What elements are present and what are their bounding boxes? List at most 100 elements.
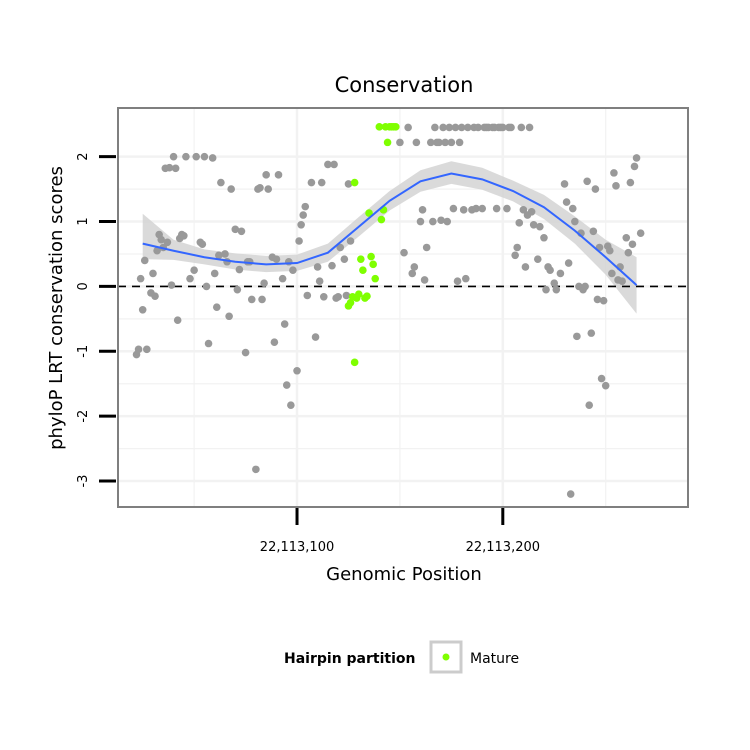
panel-background [118, 108, 688, 507]
data-point [180, 232, 188, 240]
data-point [143, 345, 151, 354]
x-axis: 22,113,100 22,113,200 [260, 508, 540, 555]
data-point [550, 279, 559, 287]
data-point [210, 269, 219, 278]
data-point [587, 329, 596, 337]
data-point [499, 123, 507, 132]
data-point-mature [391, 123, 400, 131]
data-point [560, 180, 569, 188]
data-point [330, 160, 338, 169]
data-point [556, 269, 565, 278]
data-point [396, 138, 404, 147]
data-point [295, 237, 303, 245]
y-tick-label: 2 [76, 153, 91, 161]
data-point [443, 217, 452, 226]
data-point [571, 217, 579, 226]
y-tick-label: 1 [76, 217, 91, 225]
data-point [336, 243, 345, 252]
data-point-mature [381, 123, 390, 131]
data-point [597, 374, 606, 383]
data-point [247, 295, 256, 304]
confidence-band [142, 161, 637, 314]
data-point [628, 240, 637, 249]
data-point [204, 339, 213, 348]
data-point-mature [365, 209, 373, 217]
data-point [593, 295, 602, 304]
data-point [461, 274, 470, 283]
data-point [241, 348, 250, 357]
data-point [449, 204, 458, 213]
data-point [293, 366, 301, 375]
data-point [186, 274, 194, 283]
data-point [151, 292, 159, 300]
data-point [536, 222, 544, 231]
data-point [420, 276, 429, 284]
data-point [435, 138, 443, 147]
data-point [525, 123, 534, 132]
data-point [303, 291, 312, 300]
smooth-line [142, 172, 638, 286]
data-point [134, 345, 143, 354]
data-point-mature [350, 358, 359, 367]
data-point [237, 227, 246, 236]
data-point [153, 246, 161, 255]
data-point [437, 216, 445, 225]
data-point-mature [367, 252, 375, 261]
data-point [566, 490, 575, 498]
data-point [408, 269, 417, 278]
data-point [278, 274, 287, 283]
data-point [412, 138, 421, 147]
confidence-ribbon [142, 161, 637, 314]
data-point [492, 204, 501, 213]
data-point [217, 178, 225, 187]
data-point [313, 263, 322, 271]
data-point [301, 202, 310, 211]
data-point [289, 266, 297, 274]
data-point [416, 217, 425, 226]
data-point [198, 240, 207, 249]
data-point [258, 295, 266, 304]
data-point [157, 235, 166, 244]
data-point [169, 152, 178, 161]
data-point [227, 185, 235, 193]
data-point [212, 303, 221, 311]
data-point [533, 255, 542, 263]
data-point [478, 204, 487, 213]
data-point-mature [359, 266, 367, 274]
y-tick-label: 0 [76, 282, 91, 290]
data-point [315, 277, 324, 286]
data-point [451, 123, 460, 132]
data-point [624, 248, 633, 257]
data-point [182, 152, 190, 161]
data-point [474, 123, 482, 132]
data-point [422, 243, 431, 252]
data-point [540, 233, 548, 242]
data-point [626, 178, 635, 187]
data-point [622, 233, 631, 242]
data-point [583, 177, 591, 186]
data-point [297, 220, 305, 229]
data-point-mature [371, 274, 380, 283]
data-point [221, 250, 229, 258]
data-point [610, 169, 618, 177]
data-point [400, 248, 408, 257]
data-point-mature [354, 290, 363, 299]
data-point [630, 162, 639, 171]
data-point [636, 229, 645, 238]
data-point [136, 274, 145, 283]
chart-title: Conservation [335, 73, 474, 97]
data-point [272, 255, 281, 263]
data-point [542, 285, 550, 294]
data-point [606, 246, 614, 255]
data-point [200, 152, 209, 161]
data-point [274, 171, 283, 179]
data-point [260, 279, 268, 287]
data-point [140, 256, 149, 265]
x-axis-title: Genomic Position [326, 564, 482, 585]
data-point [601, 381, 610, 390]
data-point [334, 292, 342, 301]
data-point [507, 123, 515, 132]
data-point [591, 185, 600, 193]
data-point-mature [357, 255, 365, 263]
